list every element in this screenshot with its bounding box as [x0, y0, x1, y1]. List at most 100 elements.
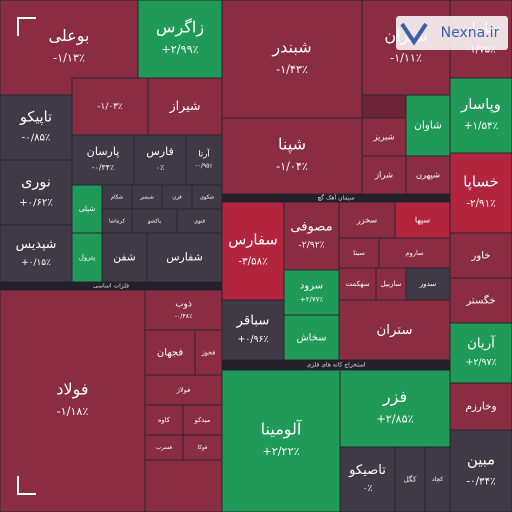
tile-name: سیتا: [353, 249, 365, 257]
tile: زاگرس +۲/۹۹٪: [137, 0, 223, 79]
tile-bg: [339, 446, 396, 512]
tile: فارس ۰٪: [133, 134, 187, 186]
tile-change: -۱/۱۱٪: [390, 52, 422, 65]
tile: شیراز: [147, 77, 223, 136]
tile-name: فجهان: [157, 348, 183, 359]
tile: -۱/۰۳٪: [71, 77, 149, 136]
tile-bg: [191, 184, 223, 210]
tile-name: فزر: [382, 387, 407, 407]
tile-name: تاپیکو: [19, 109, 52, 125]
tile: فولاد -۱/۱۸٪: [0, 289, 146, 512]
tile-name: فوکا: [198, 444, 208, 451]
tile-name: خاور: [471, 251, 491, 262]
tile-bg: [449, 232, 512, 279]
tile: ساروم: [378, 237, 451, 269]
tile-name: پترول: [79, 253, 96, 262]
tile-bg: [394, 201, 451, 239]
tile-change: -۱/۰۴٪: [276, 160, 308, 173]
tile-bg: [182, 434, 223, 461]
tile-bg: [221, 117, 363, 195]
tile-bg: [378, 237, 451, 269]
tile: خگستر: [449, 277, 512, 324]
tile-name: پاکشو: [147, 218, 162, 225]
tile: سرود +۲/۷۷٪: [283, 269, 340, 316]
tile: سپها: [394, 201, 451, 239]
tile-name: شپنا: [278, 134, 306, 154]
tile: مبین -۰/۳۴٪: [449, 429, 512, 512]
tile: آلومینا +۲/۲۲٪: [221, 369, 341, 512]
tile-bg: [146, 232, 223, 283]
tile-name: فولاژ: [176, 386, 191, 394]
tile-name: نوری: [21, 174, 51, 190]
tile-change: +۲/۹۷٪: [466, 357, 497, 368]
tile-name: شکوی: [200, 194, 214, 201]
tile-name: ذوب: [175, 299, 192, 309]
tile: مصوفی -۲/۹۲٪: [283, 201, 340, 271]
tile: ستران: [338, 299, 451, 361]
tile: کگل: [394, 446, 426, 512]
tile-change: +۱/۵۴٪: [464, 120, 498, 132]
tile: قنوی: [176, 208, 223, 234]
tile: کرماشا: [101, 208, 133, 234]
tile-name: میدکو: [194, 416, 211, 424]
tile: آرتا -۰/۹۵٪: [185, 134, 223, 186]
tile: میدکو: [182, 404, 223, 436]
watermark-logo: [400, 22, 428, 46]
tile: پاکشو: [131, 208, 178, 234]
tile: پترول: [71, 232, 103, 283]
sector-label: استخراج کانه های فلزی: [306, 362, 365, 369]
tile-name: فسرب: [156, 445, 172, 451]
tile: قرن: [161, 184, 193, 210]
tile: [144, 459, 223, 512]
tile-name: تاصیکو: [348, 463, 386, 478]
tile: وخارزم: [449, 382, 512, 431]
tile-name: شراز: [374, 170, 393, 180]
tile: فجهان: [144, 329, 196, 376]
tile-change: -۲/۹۲٪: [298, 240, 324, 251]
tile: خساپا -۲/۹۱٪: [449, 152, 512, 234]
tile: خاور: [449, 232, 512, 279]
tile-bg: [221, 0, 363, 119]
tile-change: -۰/۹۵٪: [195, 163, 212, 170]
tile-bg: [424, 446, 451, 512]
tile-name: کاوه: [158, 416, 171, 424]
tile-change: -۳/۵۸٪: [238, 255, 267, 267]
tile-bg: [176, 208, 223, 234]
tile-change: +۲/۷۷٪: [300, 296, 324, 304]
tile-change: -۲/۹۱٪: [466, 197, 495, 209]
tile-name: خساپا: [463, 174, 498, 191]
tile: سیتا: [338, 237, 380, 269]
tile-name: قرن: [172, 195, 182, 201]
watermark-text: Nexna.ir: [441, 25, 500, 41]
tile-bg: [375, 267, 407, 301]
tile: شبندر -۱/۴۳٪: [221, 0, 363, 119]
tile-bg: [449, 429, 512, 512]
tile: فخوز: [194, 329, 223, 376]
tile-name: ستران: [377, 323, 413, 338]
tile-change: +۰/۱۵٪: [21, 258, 51, 268]
corner-bracket: [17, 476, 36, 495]
sector-band: [222, 194, 450, 202]
tile: فولاژ: [144, 374, 223, 406]
tile-bg: [449, 77, 512, 154]
tile: شراز: [361, 155, 407, 195]
tile-name: سدور: [419, 279, 437, 288]
tile-name: سپها: [415, 216, 431, 225]
tile-name: قنوی: [194, 219, 205, 225]
tile-name: بوعلی: [49, 26, 90, 46]
sector-label: سیمان آهک گچ: [317, 193, 354, 202]
sector-band: [222, 360, 450, 370]
tile-bg: [0, 159, 73, 226]
tile: شپنا -۱/۰۴٪: [221, 117, 363, 195]
tile-bg: [283, 314, 340, 361]
tile-name: وخارزم: [465, 401, 496, 413]
tile-name: آریان: [467, 335, 496, 352]
tile-bg: [0, 224, 73, 283]
tile-name: ساربیل: [380, 279, 401, 288]
tile: سباقر +۰/۹۶٪: [221, 299, 285, 361]
tile-change: -۰/۴۸٪: [175, 313, 193, 320]
tile-bg: [137, 0, 223, 79]
tile-bg: [283, 201, 340, 271]
tile-name: شیراز: [168, 98, 200, 114]
tile: شبمبر: [131, 184, 163, 210]
